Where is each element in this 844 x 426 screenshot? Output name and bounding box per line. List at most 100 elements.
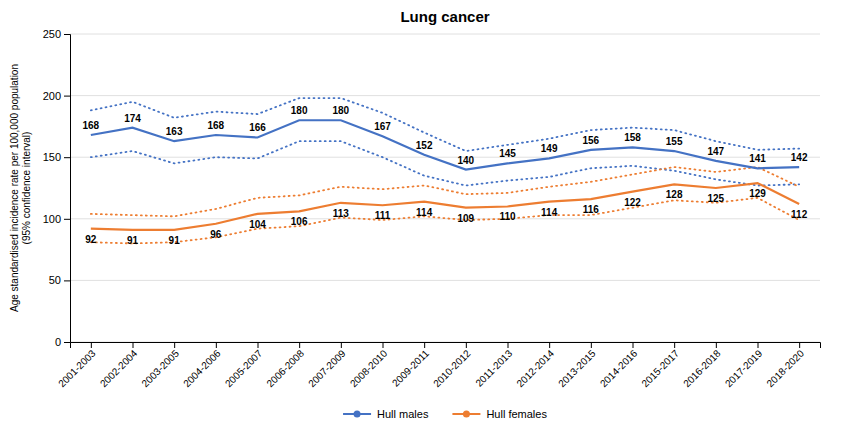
data-label: 125	[707, 193, 724, 204]
tick-mark	[216, 342, 217, 348]
tick-mark	[674, 342, 675, 348]
tick-label: 2004-2006	[181, 347, 223, 389]
data-label: 104	[249, 219, 266, 230]
chart: 0501001502002502001-20032002-20042003-20…	[0, 0, 844, 426]
data-label: 145	[499, 148, 516, 159]
tick-mark	[91, 342, 92, 348]
x-tick: 2006-2008	[264, 342, 306, 389]
title: Lung cancer	[400, 8, 489, 25]
tick-mark	[716, 342, 717, 348]
tick-mark	[64, 157, 70, 158]
data-label: 122	[624, 197, 641, 208]
tick-label: 2011-2013	[473, 347, 514, 388]
data-label: 142	[791, 152, 808, 163]
data-label: 113	[333, 208, 350, 219]
tick-label: 0	[55, 336, 61, 348]
y-tick: 100	[43, 213, 70, 225]
tick-label: 2002-2004	[98, 347, 140, 389]
tick-label: 2017-2019	[723, 347, 765, 389]
y-axis-title: Age standardised incidence rate per 100,…	[9, 64, 32, 312]
x-tick: 2007-2009	[306, 342, 348, 389]
data-label: 149	[541, 143, 558, 154]
tick-mark	[133, 342, 134, 348]
x-tick: 2002-2004	[98, 342, 140, 389]
tick-label: 2012-2014	[514, 347, 556, 389]
data-label: 168	[207, 120, 224, 131]
tick-label: 2003-2005	[139, 347, 181, 389]
tick-label: 150	[43, 151, 61, 163]
data-label: 158	[624, 132, 641, 143]
data-label: 128	[666, 189, 683, 200]
data-label: 110	[499, 211, 516, 222]
tick-mark	[258, 342, 259, 348]
data-label: 174	[124, 113, 141, 124]
data-labels: 1681741631681661801801671521401451491561…	[82, 105, 807, 246]
data-label: 141	[749, 153, 766, 164]
tick-label: 2016-2018	[681, 347, 723, 389]
data-label: 163	[166, 126, 183, 137]
data-label: 106	[291, 216, 308, 227]
tick-label: 2018-2020	[764, 347, 806, 389]
tick-mark	[508, 342, 509, 348]
tick-mark	[64, 280, 70, 281]
y-axis: 050100150200250	[43, 28, 71, 348]
grid-line	[70, 95, 820, 96]
x-tick: 2004-2006	[181, 342, 223, 389]
marks	[91, 98, 799, 243]
x-tick: 2010-2012	[431, 342, 473, 389]
legend-item: Hull males	[343, 408, 429, 420]
tick-mark	[383, 342, 384, 348]
y-tick: 200	[43, 90, 70, 102]
grid-line	[70, 280, 820, 281]
tick-label: 2013-2015	[556, 347, 598, 389]
tick-mark	[758, 342, 759, 348]
tick-label: 250	[43, 28, 61, 40]
data-label: 156	[582, 135, 599, 146]
data-label: 180	[332, 105, 349, 116]
tick-label: 100	[43, 213, 61, 225]
x-tick: 2012-2014	[514, 342, 556, 389]
data-label: 129	[749, 188, 766, 199]
legend-marker	[463, 411, 470, 418]
data-label: 180	[291, 105, 308, 116]
y-tick: 0	[55, 336, 70, 348]
chart-container: 0501001502002502001-20032002-20042003-20…	[0, 0, 844, 426]
data-label: 114	[416, 207, 433, 218]
legend-label: Hull males	[377, 408, 429, 420]
series-line	[91, 183, 799, 230]
tick-label: 2010-2012	[431, 347, 473, 389]
tick-label: 2006-2008	[264, 347, 306, 389]
axis-line	[71, 343, 821, 349]
tick-label: 2014-2016	[598, 347, 640, 389]
x-axis: 2001-20032002-20042003-20052004-20062005…	[56, 342, 820, 389]
x-tick: 2018-2020	[764, 342, 806, 389]
legend: Hull males Hull females	[343, 408, 547, 420]
y-tick: 250	[43, 28, 70, 40]
data-label: 92	[85, 234, 97, 245]
x-tick: 2001-2003	[56, 342, 98, 389]
tick-mark	[64, 342, 70, 343]
grid-line	[70, 34, 820, 35]
tick-mark	[549, 342, 550, 348]
series-line	[91, 120, 799, 169]
tick-label: 2005-2007	[223, 347, 265, 389]
tick-label: 2015-2017	[639, 347, 681, 389]
x-tick: 2013-2015	[556, 342, 598, 389]
data-label: 91	[169, 235, 181, 246]
x-tick: 2009-2011	[390, 342, 431, 389]
tick-mark	[341, 342, 342, 348]
data-label: 152	[416, 140, 433, 151]
x-tick: 2015-2017	[639, 342, 681, 389]
ci-lower-line	[91, 141, 799, 185]
tick-label: 2001-2003	[56, 347, 98, 389]
tick-label: 2008-2010	[348, 347, 390, 389]
grid	[70, 34, 820, 342]
axis-line	[64, 35, 71, 343]
data-label: 166	[249, 122, 266, 133]
data-label: 109	[457, 213, 474, 224]
x-tick: 2016-2018	[681, 342, 723, 389]
legend-label: Hull females	[486, 408, 547, 420]
data-label: 114	[541, 207, 558, 218]
tick-mark	[174, 342, 175, 348]
tick-mark	[64, 34, 70, 35]
